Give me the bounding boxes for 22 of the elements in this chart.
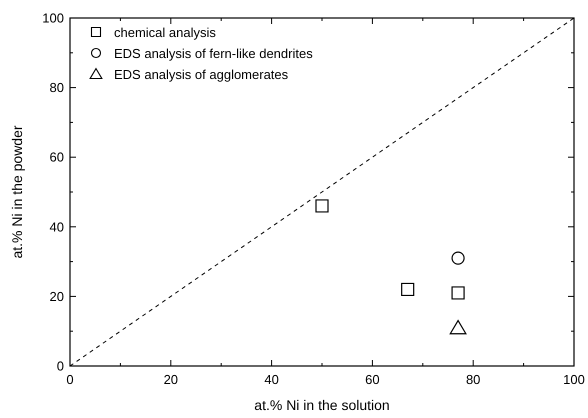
point [451,286,465,300]
x-tick-label: 40 [264,372,279,387]
y-tick-label: 60 [50,150,64,165]
point [315,199,329,213]
point [401,282,414,296]
x-tick-label: 0 [66,372,74,387]
point [450,320,466,334]
y-tick-label: 20 [50,288,64,304]
x-axis-title: at.% Ni in the solution [254,397,390,413]
x-tick-label: 80 [466,372,480,387]
legend-label: EDS analysis of agglomerates [114,67,289,82]
y-tick-label: 100 [42,10,64,26]
legend-label: EDS analysis of fern-like dendrites [114,46,314,61]
y-axis-title: at.% Ni in the powder [9,125,25,259]
y-tick-label: 80 [50,80,64,96]
point [451,252,465,265]
x-tick-label: 20 [164,372,178,387]
y-tick-label: 40 [50,219,64,234]
y-tick-label: 0 [56,358,64,374]
x-tick-label: 100 [563,372,585,387]
x-tick-label: 60 [365,372,380,387]
legend-label: chemical analysis [114,25,216,40]
